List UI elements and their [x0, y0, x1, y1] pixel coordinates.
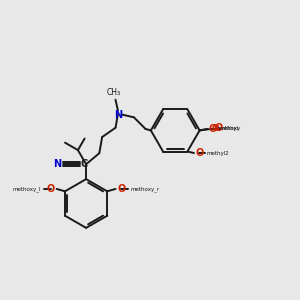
- Text: N: N: [53, 159, 61, 169]
- Text: O: O: [211, 124, 219, 133]
- Text: O: O: [209, 124, 217, 134]
- Text: O: O: [196, 148, 204, 158]
- Text: CH₃: CH₃: [107, 88, 121, 97]
- Text: methoxy_l: methoxy_l: [13, 186, 41, 192]
- Text: methoxy: methoxy: [217, 126, 241, 131]
- Text: C: C: [80, 159, 88, 169]
- Text: methyl: methyl: [220, 126, 239, 131]
- Text: O: O: [117, 184, 126, 194]
- Text: O: O: [215, 123, 223, 133]
- Text: methoxy_r: methoxy_r: [131, 186, 160, 192]
- Text: O: O: [46, 184, 55, 194]
- Text: methyl2: methyl2: [207, 151, 230, 155]
- Text: N: N: [114, 110, 122, 119]
